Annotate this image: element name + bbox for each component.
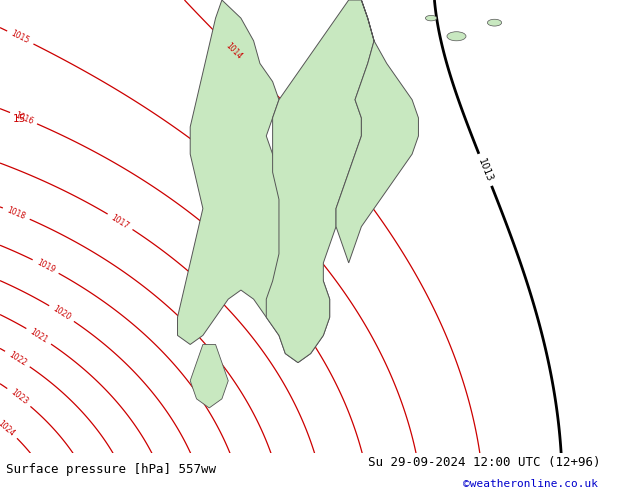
Text: 1014: 1014 [224,41,243,61]
Text: 15: 15 [13,114,26,124]
Ellipse shape [488,19,501,26]
Polygon shape [178,0,330,363]
Text: ©weatheronline.co.uk: ©weatheronline.co.uk [463,480,598,490]
Text: 1021: 1021 [29,327,49,345]
Text: 1013: 1013 [476,157,495,183]
Text: 1019: 1019 [35,258,56,275]
Ellipse shape [447,32,466,41]
Text: 1015: 1015 [10,29,31,46]
Text: 1023: 1023 [9,388,29,407]
Text: 1017: 1017 [110,213,131,230]
Polygon shape [336,0,418,263]
Text: 1022: 1022 [7,350,28,368]
Text: 1020: 1020 [51,304,72,322]
Polygon shape [190,344,228,408]
Text: Surface pressure [hPa] 557ww: Surface pressure [hPa] 557ww [6,463,216,476]
Text: Su 29-09-2024 12:00 UTC (12+96): Su 29-09-2024 12:00 UTC (12+96) [368,456,600,469]
Text: 1016: 1016 [13,110,34,126]
Polygon shape [266,0,374,363]
Ellipse shape [425,15,437,21]
Text: 1024: 1024 [0,418,16,438]
Text: 1018: 1018 [6,206,27,221]
